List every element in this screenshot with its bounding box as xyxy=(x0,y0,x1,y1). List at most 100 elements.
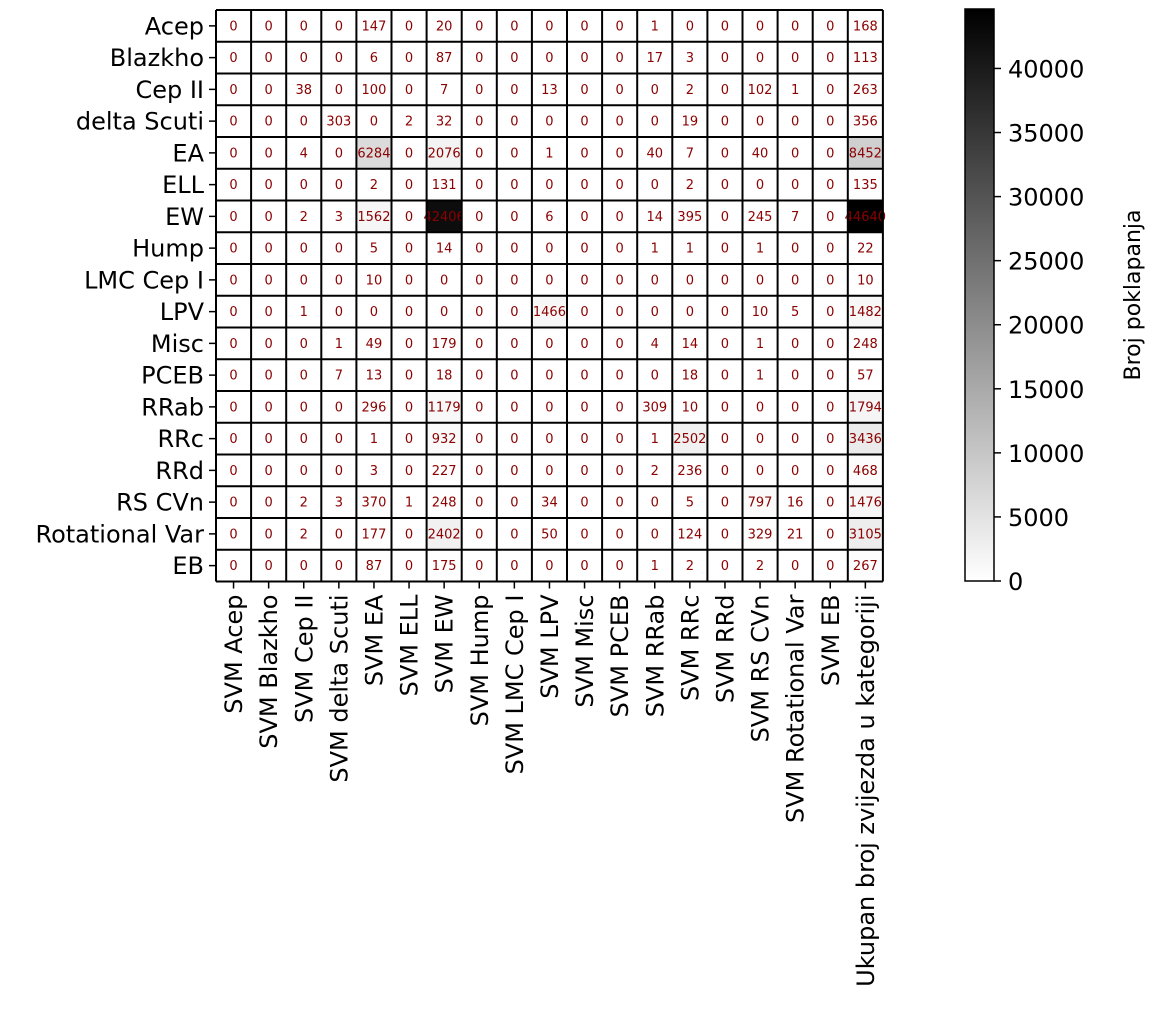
heatmap-cell xyxy=(531,200,567,233)
cell-value-label: 5 xyxy=(370,242,378,257)
cell-value-label: 0 xyxy=(300,242,308,257)
heatmap-cell xyxy=(812,486,848,518)
cell-value-label: 0 xyxy=(721,337,729,352)
heatmap-cell xyxy=(426,518,462,550)
heatmap-cell xyxy=(391,549,427,582)
row-label: EB xyxy=(172,552,204,580)
heatmap-cell xyxy=(321,486,357,518)
cell-value-label: 0 xyxy=(405,242,413,257)
cell-value-label: 0 xyxy=(721,210,729,225)
heatmap-cell xyxy=(707,422,743,455)
cell-value-label: 0 xyxy=(229,559,237,574)
heatmap-cell xyxy=(286,454,322,487)
heatmap-cell xyxy=(777,295,813,328)
cell-value-label: 0 xyxy=(791,273,799,288)
cell-value-label: 0 xyxy=(791,178,799,193)
heatmap-cell xyxy=(602,327,638,360)
heatmap-cell xyxy=(672,73,708,106)
heatmap-cell xyxy=(251,422,287,455)
heatmap-cell xyxy=(286,137,322,169)
heatmap-cell xyxy=(496,391,532,423)
cell-value-label: 19 xyxy=(682,115,699,130)
heatmap-cell xyxy=(251,264,287,296)
cell-value-label: 1179 xyxy=(428,400,461,415)
cell-value-label: 0 xyxy=(826,527,834,542)
cell-value-label: 0 xyxy=(475,305,483,320)
heatmap-cell xyxy=(496,454,532,487)
heatmap-cell xyxy=(777,422,813,455)
cell-value-label: 0 xyxy=(475,369,483,384)
row-label: ELL xyxy=(162,171,205,199)
cell-value-label: 0 xyxy=(616,83,624,98)
heatmap-cell xyxy=(672,168,708,201)
cell-value-label: 395 xyxy=(677,210,702,225)
cell-value-label: 0 xyxy=(651,496,659,511)
cell-value-label: 0 xyxy=(405,432,413,447)
row-label: Misc xyxy=(151,330,204,358)
heatmap-cell xyxy=(812,232,848,264)
heatmap-cell xyxy=(531,391,567,423)
heatmap-cell xyxy=(672,327,708,360)
cell-value-label: 0 xyxy=(545,273,553,288)
heatmap-cell xyxy=(251,137,287,169)
cell-value-label: 0 xyxy=(229,51,237,66)
cell-value-label: 21 xyxy=(787,527,804,542)
cell-value-label: 0 xyxy=(475,337,483,352)
cell-value-label: 2 xyxy=(300,496,308,511)
cell-value-label: 0 xyxy=(229,305,237,320)
cell-value-label: 40 xyxy=(752,146,769,161)
heatmap-cell xyxy=(356,41,392,74)
cell-value-label: 0 xyxy=(616,51,624,66)
row-label: Hump xyxy=(132,235,204,263)
cell-value-label: 6 xyxy=(545,210,553,225)
cell-value-label: 0 xyxy=(510,242,518,257)
heatmap-cell xyxy=(707,549,743,582)
heatmap-cell xyxy=(812,391,848,423)
heatmap-cell xyxy=(812,10,848,42)
cell-value-label: 0 xyxy=(616,337,624,352)
heatmap-cell xyxy=(426,10,462,42)
cell-value-label: 0 xyxy=(265,559,273,574)
cell-value-label: 0 xyxy=(405,369,413,384)
heatmap-cell xyxy=(356,391,392,423)
heatmap-cell xyxy=(461,10,497,42)
heatmap-cell xyxy=(286,105,322,137)
heatmap-cell xyxy=(707,105,743,137)
cell-value-label: 0 xyxy=(616,559,624,574)
heatmap-cell xyxy=(531,41,567,74)
heatmap-cell xyxy=(567,295,603,328)
cell-value-label: 0 xyxy=(651,178,659,193)
cell-value-label: 797 xyxy=(748,496,773,511)
heatmap-cell xyxy=(672,200,708,233)
heatmap-cell xyxy=(707,391,743,423)
cell-value-label: 0 xyxy=(826,115,834,130)
heatmap-cell xyxy=(567,391,603,423)
cell-value-label: 0 xyxy=(405,464,413,479)
row-label: LMC Cep I xyxy=(84,266,204,294)
row-label: EA xyxy=(172,139,204,167)
heatmap-cell xyxy=(531,327,567,360)
heatmap-cell xyxy=(707,518,743,550)
heatmap-cell xyxy=(391,264,427,296)
heatmap-cell xyxy=(321,200,357,233)
heatmap-cell xyxy=(426,359,462,391)
cell-value-label: 57 xyxy=(857,369,874,384)
cell-value-label: 0 xyxy=(580,400,588,415)
cell-value-label: 0 xyxy=(826,178,834,193)
cell-value-label: 0 xyxy=(756,464,764,479)
heatmap-cell xyxy=(216,105,252,137)
cell-value-label: 0 xyxy=(229,400,237,415)
heatmap-cell xyxy=(426,295,462,328)
heatmap-cell xyxy=(531,518,567,550)
cell-value-label: 1 xyxy=(756,369,764,384)
cell-value-label: 0 xyxy=(580,369,588,384)
heatmap-cell xyxy=(496,518,532,550)
cell-value-label: 0 xyxy=(265,178,273,193)
heatmap-cell xyxy=(672,518,708,550)
cell-value-label: 0 xyxy=(721,242,729,257)
heatmap-cell xyxy=(251,391,287,423)
heatmap-cell xyxy=(391,391,427,423)
cell-value-label: 0 xyxy=(475,242,483,257)
heatmap-cell xyxy=(812,168,848,201)
